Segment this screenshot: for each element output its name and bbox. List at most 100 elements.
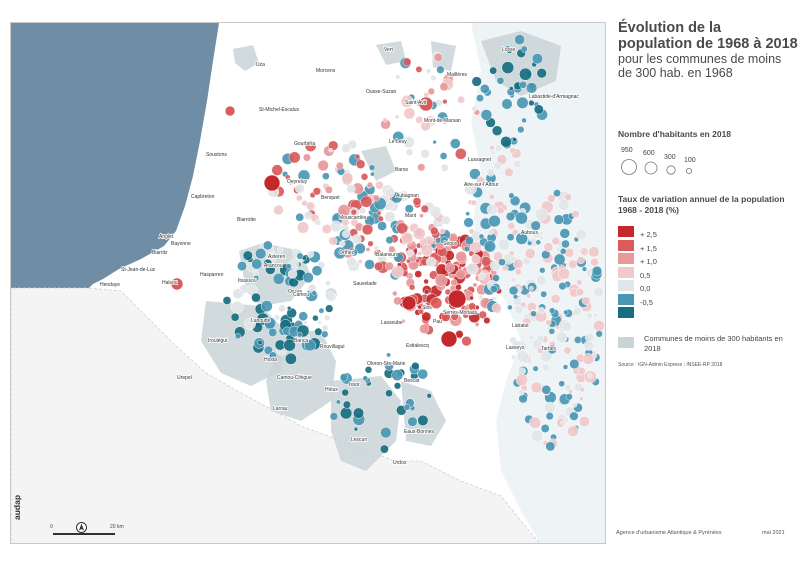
commune-circle: [461, 335, 472, 347]
commune-circle: [545, 441, 556, 452]
commune-circle: [491, 302, 502, 313]
commune-circle: [559, 228, 571, 239]
commune-circle: [339, 373, 349, 382]
commune-circle: [558, 380, 566, 388]
commune-circle: [350, 209, 357, 216]
commune-circle: [338, 240, 346, 248]
commune-circle: [470, 199, 477, 206]
place-label: Asteren: [268, 254, 285, 260]
commune-circle: [488, 194, 495, 200]
commune-circle: [564, 384, 572, 392]
commune-circle: [429, 206, 442, 218]
commune-circle: [385, 236, 394, 245]
place-label: Balansun: [376, 252, 397, 258]
commune-circle: [379, 444, 389, 454]
commune-circle: [489, 260, 501, 272]
commune-circle: [515, 211, 528, 225]
commune-circle: [392, 290, 398, 297]
commune-circle: [426, 393, 432, 399]
commune-circle: [253, 275, 260, 281]
commune-circle: [339, 407, 353, 420]
commune-circle: [593, 319, 605, 332]
commune-circle: [507, 304, 513, 311]
commune-circle: [529, 416, 542, 429]
commune-circle: [405, 249, 414, 258]
place-label: Urepel: [177, 375, 192, 381]
commune-circle: [444, 262, 456, 273]
commune-circle: [377, 215, 384, 222]
place-label: Tarbes: [541, 346, 557, 352]
commune-circle: [562, 364, 569, 370]
commune-circle: [423, 278, 429, 285]
rate-swatch: [618, 239, 634, 251]
commune-circle: [489, 144, 495, 151]
place-label: Iroulégui: [208, 338, 227, 344]
commune-circle: [322, 172, 330, 181]
commune-circle: [404, 204, 414, 214]
commune-circle: [487, 229, 494, 236]
commune-circle: [543, 242, 554, 252]
commune-circle: [457, 95, 466, 104]
rate-label: + 2,5: [640, 230, 657, 239]
place-label: Uza: [256, 62, 265, 68]
commune-circle: [355, 159, 366, 169]
commune-circle: [558, 267, 571, 280]
commune-circle: [470, 241, 482, 253]
commune-circle: [540, 424, 550, 433]
commune-circle: [496, 206, 505, 215]
commune-circle: [391, 369, 404, 382]
commune-circle: [337, 204, 351, 217]
commune-circle: [582, 353, 595, 365]
commune-circle: [486, 204, 498, 216]
commune-circle: [333, 246, 347, 260]
commune-circle: [515, 232, 528, 245]
audap-logo: audap: [12, 492, 22, 520]
commune-circle: [595, 330, 603, 338]
commune-circle: [558, 199, 570, 211]
commune-circle: [421, 311, 432, 322]
commune-circle: [237, 261, 247, 272]
place-label: Sios: [422, 305, 432, 311]
commune-circle: [400, 95, 414, 108]
commune-circle: [324, 314, 331, 321]
commune-circle: [540, 290, 548, 298]
place-label: Mant: [405, 213, 417, 219]
commune-circle: [510, 277, 517, 283]
north-arrow-icon: [76, 522, 87, 533]
commune-circle: [508, 86, 514, 91]
commune-circle: [301, 255, 307, 261]
rate-swatch: [618, 280, 634, 291]
commune-circle: [501, 98, 513, 110]
commune-circle: [393, 252, 404, 263]
commune-circle: [586, 312, 593, 319]
place-label: Anglet: [159, 234, 174, 240]
logo-text: audap: [12, 494, 22, 520]
map-canvas[interactable]: Uza Morcenx Vert Losse Maillères Ousse-Suzan S…: [11, 23, 606, 544]
map-frame[interactable]: Uza Morcenx Vert Losse Maillères Ousse-Suzan S…: [10, 22, 606, 544]
place-label: Soustons: [206, 152, 227, 158]
place-label: Sauvelade: [353, 281, 377, 287]
commune-circle: [478, 233, 485, 240]
commune-circle: [528, 99, 535, 107]
commune-circle: [170, 277, 184, 291]
commune-circle: [500, 136, 512, 148]
commune-circle: [529, 335, 535, 341]
place-label: Rouvillagui: [320, 344, 344, 350]
place-label: Halsou: [162, 280, 178, 286]
commune-circle: [297, 169, 311, 183]
commune-circle: [341, 143, 351, 154]
commune-circle: [296, 331, 303, 338]
commune-circle: [325, 304, 334, 313]
rate-label: 0,5: [640, 270, 651, 280]
commune-circle: [373, 261, 384, 272]
commune-circle: [561, 321, 573, 332]
commune-circle: [464, 236, 474, 246]
place-label: Eaux-Bonnes: [404, 429, 435, 435]
commune-circle: [425, 68, 432, 74]
commune-circle: [312, 314, 319, 322]
commune-circle: [577, 366, 586, 375]
commune-circle: [584, 332, 595, 342]
place-label: Hiriux: [325, 387, 338, 393]
commune-circle: [302, 320, 308, 325]
place-label: Banca: [294, 338, 308, 344]
